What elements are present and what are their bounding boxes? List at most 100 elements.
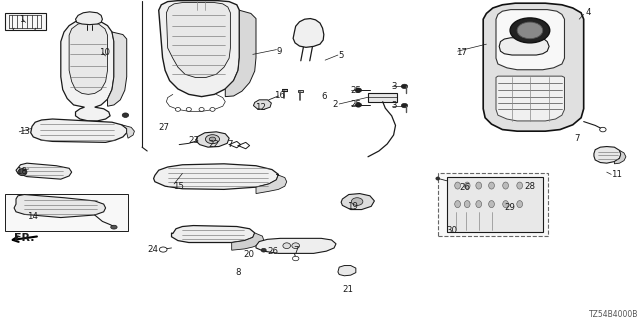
Text: 3: 3 [392, 82, 397, 91]
Ellipse shape [351, 198, 363, 205]
Text: 16: 16 [274, 91, 285, 100]
Ellipse shape [18, 169, 27, 176]
Polygon shape [232, 233, 264, 250]
Ellipse shape [199, 108, 204, 111]
Ellipse shape [510, 18, 550, 43]
Text: 7: 7 [293, 246, 299, 255]
Text: 30: 30 [447, 227, 458, 236]
Text: 21: 21 [342, 285, 353, 294]
Ellipse shape [401, 103, 408, 108]
Ellipse shape [517, 22, 543, 39]
Text: 24: 24 [148, 245, 159, 254]
Polygon shape [61, 19, 114, 121]
Text: 12: 12 [255, 103, 266, 112]
Polygon shape [614, 150, 626, 164]
Text: 28: 28 [525, 182, 536, 191]
Text: 19: 19 [347, 202, 358, 211]
Text: 26: 26 [460, 183, 470, 192]
Text: 7: 7 [574, 134, 580, 143]
Text: 11: 11 [611, 170, 622, 179]
Text: 13: 13 [19, 127, 30, 136]
Ellipse shape [401, 84, 408, 89]
Ellipse shape [489, 201, 495, 208]
Bar [438, 173, 548, 236]
Polygon shape [282, 89, 287, 91]
Polygon shape [483, 3, 584, 131]
Text: 15: 15 [173, 182, 184, 191]
Polygon shape [69, 22, 108, 94]
Polygon shape [496, 10, 564, 70]
Text: 1: 1 [19, 15, 25, 24]
Polygon shape [166, 3, 230, 77]
Ellipse shape [517, 201, 523, 208]
Text: 25: 25 [351, 100, 362, 109]
Polygon shape [293, 19, 324, 47]
Text: 23: 23 [189, 136, 200, 145]
Polygon shape [159, 1, 239, 97]
Polygon shape [341, 194, 374, 210]
Polygon shape [594, 147, 621, 163]
Ellipse shape [503, 201, 509, 208]
Polygon shape [225, 10, 256, 97]
Ellipse shape [111, 225, 117, 229]
Polygon shape [253, 100, 271, 109]
Ellipse shape [186, 108, 191, 111]
Bar [451, 198, 538, 211]
Text: 14: 14 [27, 212, 38, 221]
Polygon shape [256, 238, 336, 253]
Ellipse shape [210, 108, 215, 111]
Text: TZ54B4000B: TZ54B4000B [589, 310, 639, 319]
Text: 10: 10 [99, 48, 110, 57]
Polygon shape [14, 195, 106, 218]
Ellipse shape [489, 182, 495, 189]
Ellipse shape [476, 182, 482, 189]
Polygon shape [338, 266, 356, 276]
Text: 18: 18 [16, 167, 27, 176]
Ellipse shape [465, 201, 470, 208]
Text: 4: 4 [586, 8, 591, 17]
Text: 25: 25 [351, 86, 362, 95]
Text: 8: 8 [236, 268, 241, 277]
Polygon shape [499, 38, 549, 55]
Polygon shape [31, 119, 127, 142]
Polygon shape [16, 163, 72, 179]
Ellipse shape [503, 182, 509, 189]
Ellipse shape [454, 201, 461, 208]
Ellipse shape [355, 103, 362, 107]
Ellipse shape [454, 182, 461, 189]
Ellipse shape [517, 182, 523, 189]
Polygon shape [368, 93, 397, 102]
Text: 29: 29 [504, 203, 515, 212]
Ellipse shape [292, 256, 299, 261]
Polygon shape [122, 125, 134, 138]
Ellipse shape [476, 201, 482, 208]
Text: 7: 7 [227, 140, 233, 149]
Polygon shape [154, 164, 278, 189]
Polygon shape [496, 76, 564, 121]
Polygon shape [76, 12, 102, 25]
Ellipse shape [175, 108, 180, 111]
Ellipse shape [600, 127, 606, 132]
Text: 22: 22 [208, 140, 219, 149]
Text: 26: 26 [268, 247, 278, 256]
Text: 2: 2 [332, 100, 338, 109]
Ellipse shape [261, 248, 266, 252]
Text: 6: 6 [321, 92, 327, 101]
Bar [451, 179, 538, 192]
Text: 3: 3 [392, 101, 397, 110]
Text: FR.: FR. [14, 233, 35, 243]
Text: 27: 27 [159, 123, 170, 132]
Polygon shape [196, 132, 229, 147]
Polygon shape [256, 174, 287, 194]
Text: 17: 17 [456, 48, 467, 57]
Polygon shape [447, 177, 543, 232]
Polygon shape [108, 32, 127, 106]
Ellipse shape [205, 135, 220, 144]
Ellipse shape [355, 88, 362, 92]
Ellipse shape [283, 243, 291, 249]
Ellipse shape [465, 182, 470, 189]
Polygon shape [5, 194, 128, 231]
Ellipse shape [209, 137, 216, 141]
Polygon shape [298, 90, 303, 92]
Text: 20: 20 [243, 250, 254, 259]
